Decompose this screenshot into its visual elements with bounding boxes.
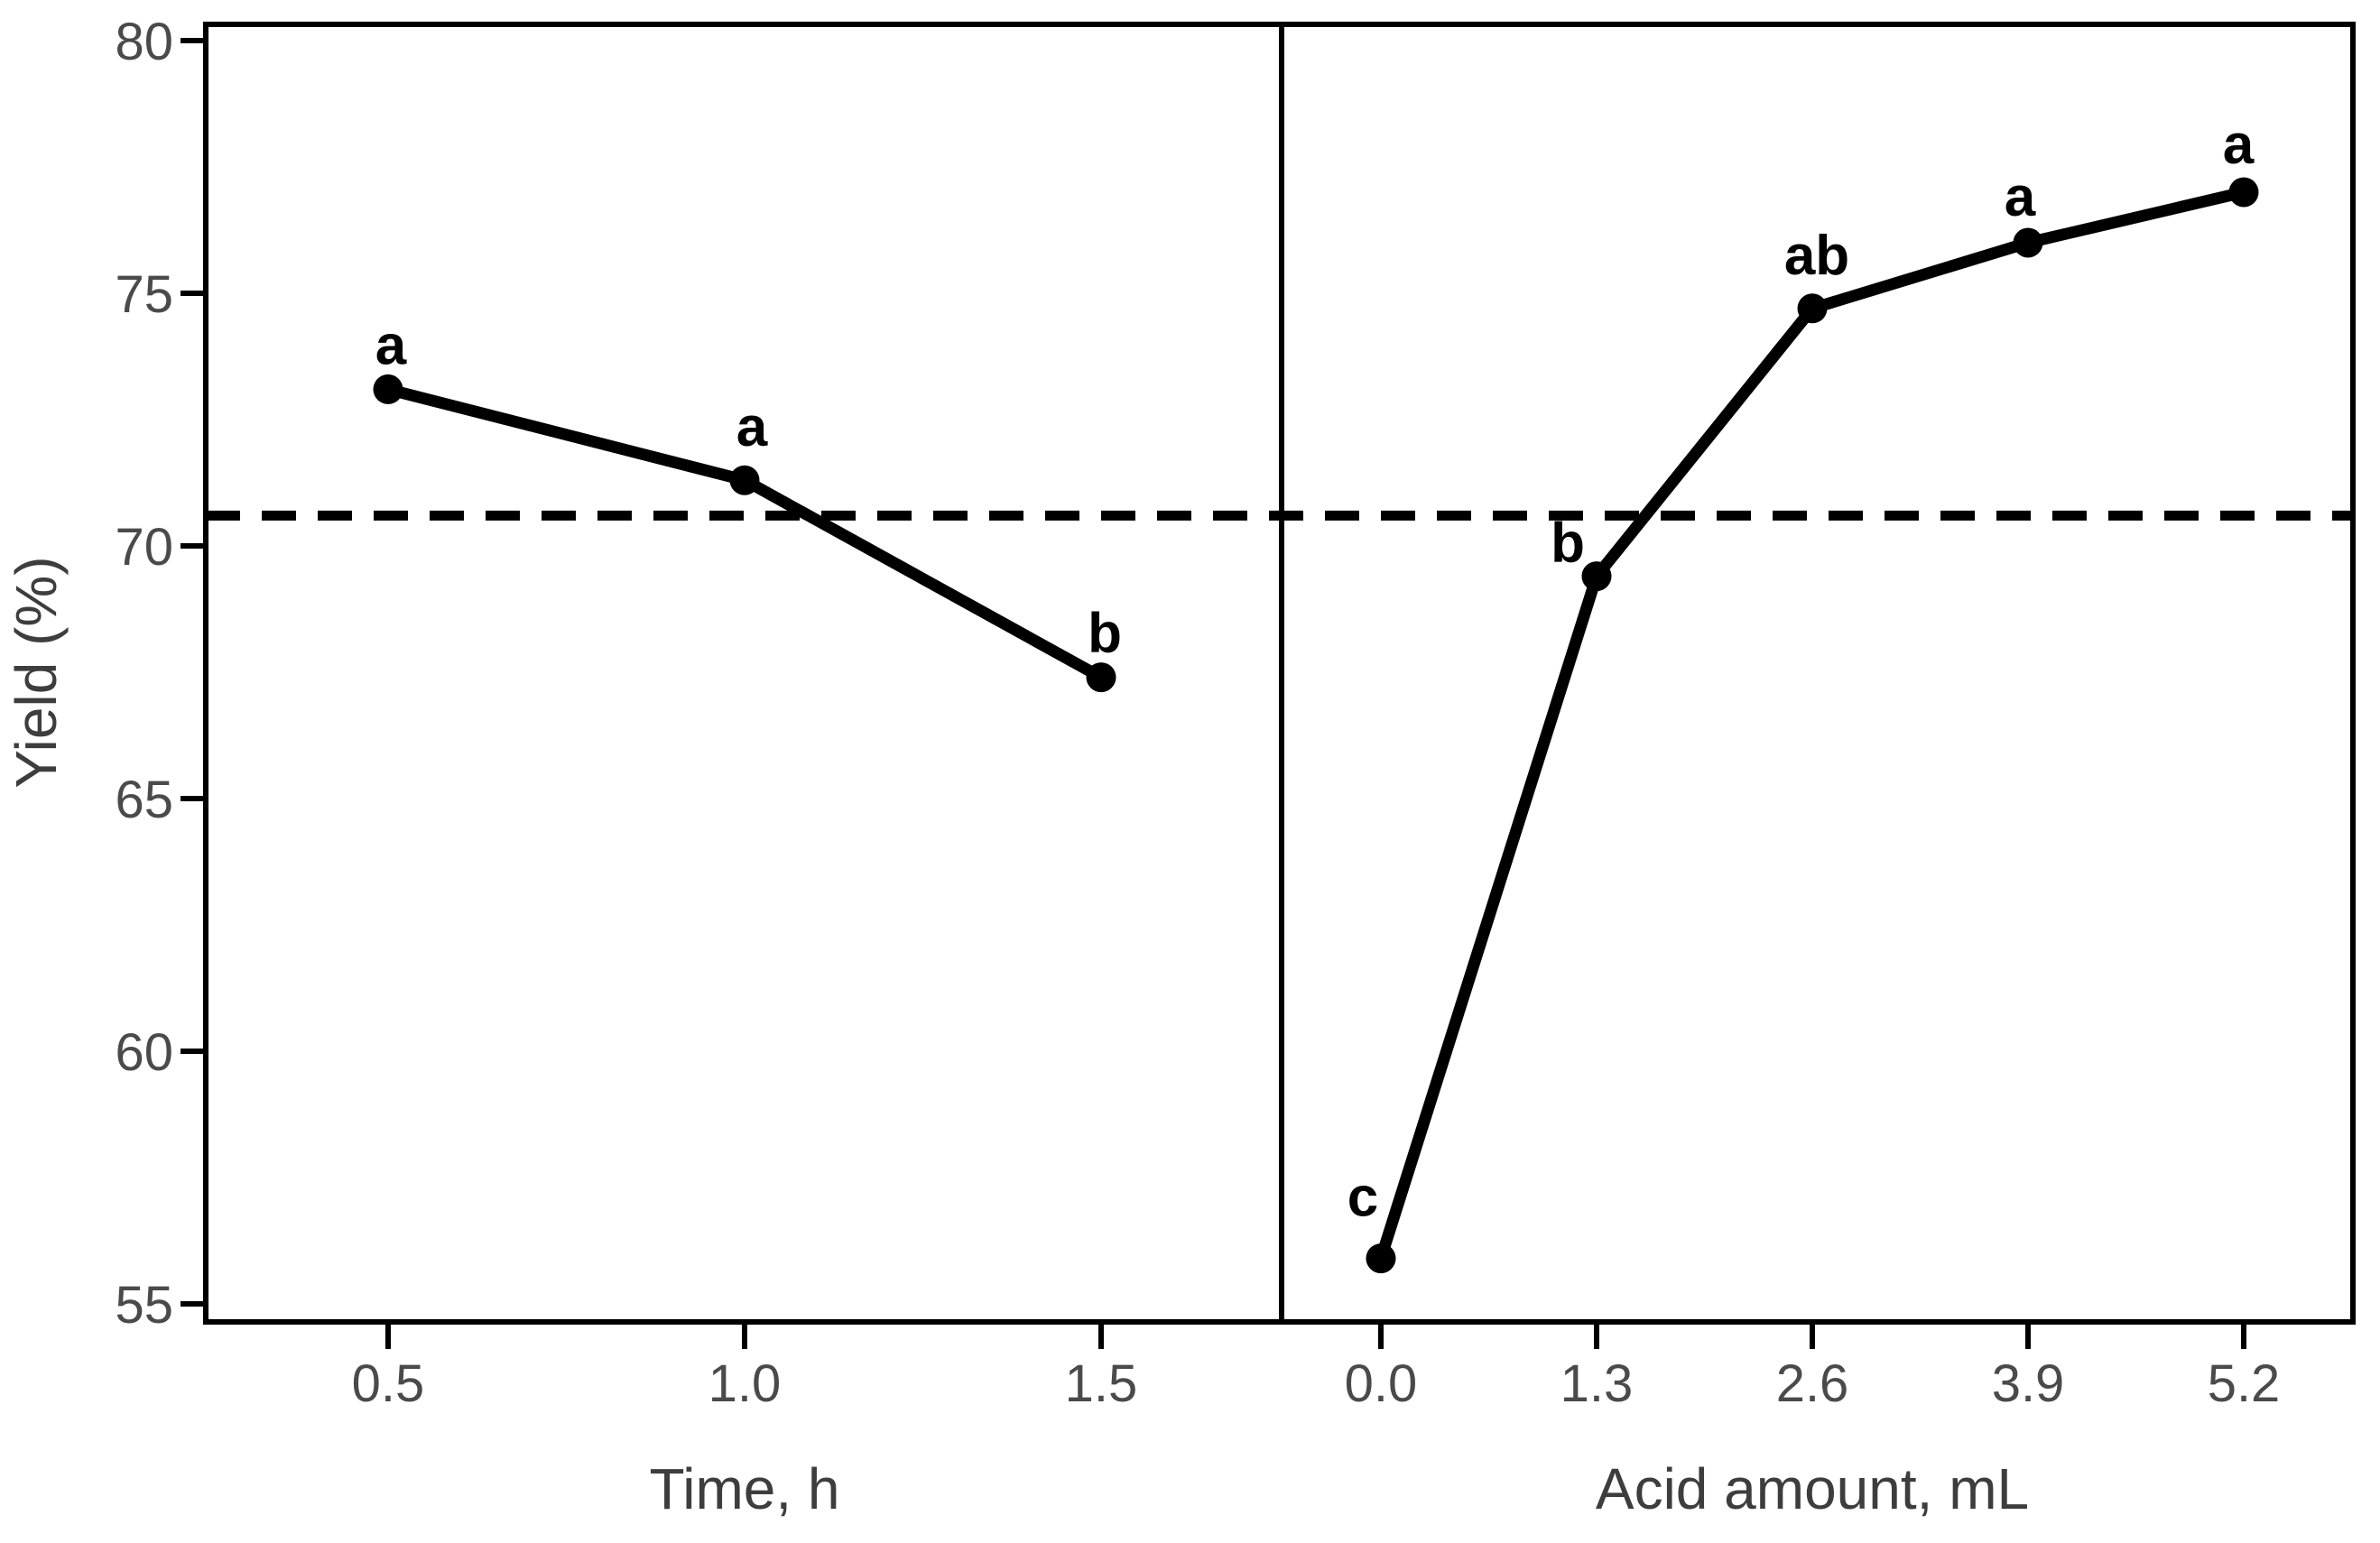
data-point (1086, 662, 1116, 693)
data-point (373, 374, 403, 404)
x-tick-label: 5.2 (2208, 1354, 2281, 1413)
point-significance-label: a (2223, 114, 2255, 176)
y-axis-title: Yield (%) (4, 556, 69, 788)
point-significance-label: ab (1784, 225, 1849, 287)
y-tick-label: 60 (115, 1023, 173, 1082)
point-significance-label: c (1347, 1167, 1378, 1229)
y-tick-label: 65 (115, 771, 173, 829)
x-tick-label: 2.6 (1776, 1354, 1849, 1413)
x-tick-label: 3.9 (1992, 1354, 2065, 1413)
point-significance-label: a (375, 314, 407, 376)
y-tick-label: 70 (115, 518, 173, 577)
data-point (1581, 561, 1612, 592)
x-tick-label: 0.0 (1345, 1354, 1418, 1413)
axis-tick-layer: 55 60 65 70 75 80 0.5 1.0 1.5 0.0 1.3 2.6 3.9 5.2 (115, 13, 2280, 1413)
point-significance-label: a (2005, 166, 2036, 228)
y-tick-label: 75 (115, 265, 173, 324)
data-point (2013, 227, 2043, 258)
point-significance-label: a (736, 396, 768, 458)
x-tick-label: 1.5 (1065, 1354, 1138, 1413)
data-point (1797, 293, 1828, 324)
plot-frame-layer (203, 22, 2356, 1325)
x-tick-label: 0.5 (352, 1354, 425, 1413)
series-line (1375, 186, 2250, 1265)
x-axis-title-time: Time, h (650, 1456, 840, 1521)
y-tick-label: 80 (115, 13, 173, 71)
data-point (1366, 1243, 1396, 1274)
point-significance-label: b (1088, 603, 1122, 665)
x-tick-label: 1.3 (1560, 1354, 1634, 1413)
data-point (729, 465, 760, 495)
x-axis-title-acid: Acid amount, mL (1596, 1456, 2029, 1521)
data-point (2228, 177, 2259, 208)
y-tick-label: 55 (115, 1276, 173, 1335)
x-tick-label: 1.0 (708, 1354, 782, 1413)
series-layer (373, 177, 2259, 1274)
point-significance-label: b (1551, 513, 1585, 575)
